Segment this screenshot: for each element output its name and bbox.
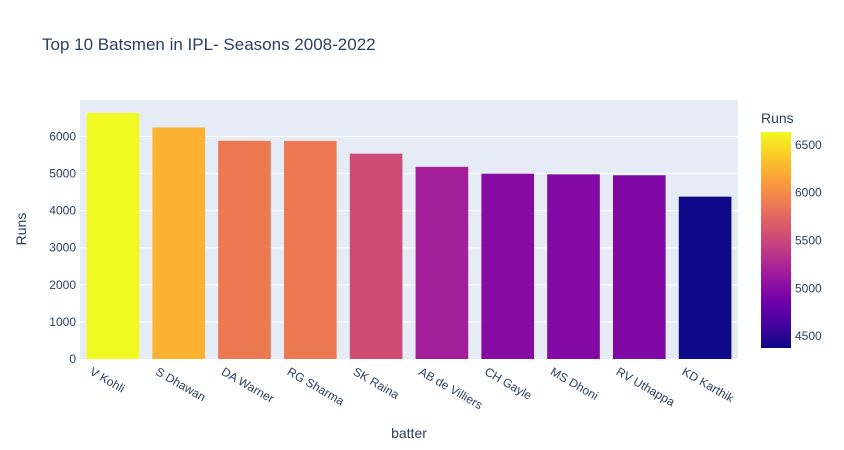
bars [86,112,732,360]
colorbar-tick-label: 6500 [795,138,822,152]
y-tick-label: 1000 [49,315,76,329]
colorbar-tick-label: 6000 [795,186,822,200]
x-tick-label: V Kohli [87,364,127,395]
x-tick-label: KD Karthik [680,364,738,405]
y-tick-label: 3000 [49,241,76,255]
colorbar-tick-label: 5000 [795,281,822,295]
chart-title: Top 10 Batsmen in IPL- Seasons 2008-2022 [42,35,376,54]
bar[interactable] [481,173,535,359]
bar[interactable] [152,127,206,359]
bar[interactable] [612,175,666,359]
y-tick-label: 2000 [49,278,76,292]
y-tick-label: 6000 [49,129,76,143]
bar[interactable] [678,196,732,359]
x-tick-label: RV Uthappa [614,364,678,409]
colorbar-ticks: 4500 5000 5500 6000 6500 [795,138,822,343]
x-axis-title: batter [391,425,427,441]
y-tick-label: 0 [69,352,76,366]
x-tick-label: SK Raina [351,364,402,402]
y-tick-label: 5000 [49,167,76,181]
bar[interactable] [283,140,337,359]
bar[interactable] [415,166,469,359]
x-tick-label: AB de Villiers [416,364,485,412]
colorbar-tick-label: 5500 [795,234,822,248]
x-tick-label: CH Gayle [482,364,534,402]
bar[interactable] [218,140,271,359]
bar[interactable] [349,153,403,359]
y-axis-title: Runs [13,213,29,246]
bar[interactable] [86,112,140,360]
bar[interactable] [547,174,600,359]
x-tick-label: MS Dhoni [548,364,601,402]
colorbar [761,132,791,348]
colorbar-tick-label: 4500 [795,329,822,343]
y-tick-label: 4000 [49,204,76,218]
x-tick-label: DA Warner [219,364,276,405]
x-tick-label: RG Sharma [285,364,347,408]
x-axis-ticks: V Kohli S Dhawan DA Warner RG Sharma SK Rain… [87,364,737,412]
colorbar-title: Runs [761,110,794,126]
x-tick-label: S Dhawan [153,364,208,404]
y-axis-ticks: 0 1000 2000 3000 4000 5000 6000 [49,129,76,366]
